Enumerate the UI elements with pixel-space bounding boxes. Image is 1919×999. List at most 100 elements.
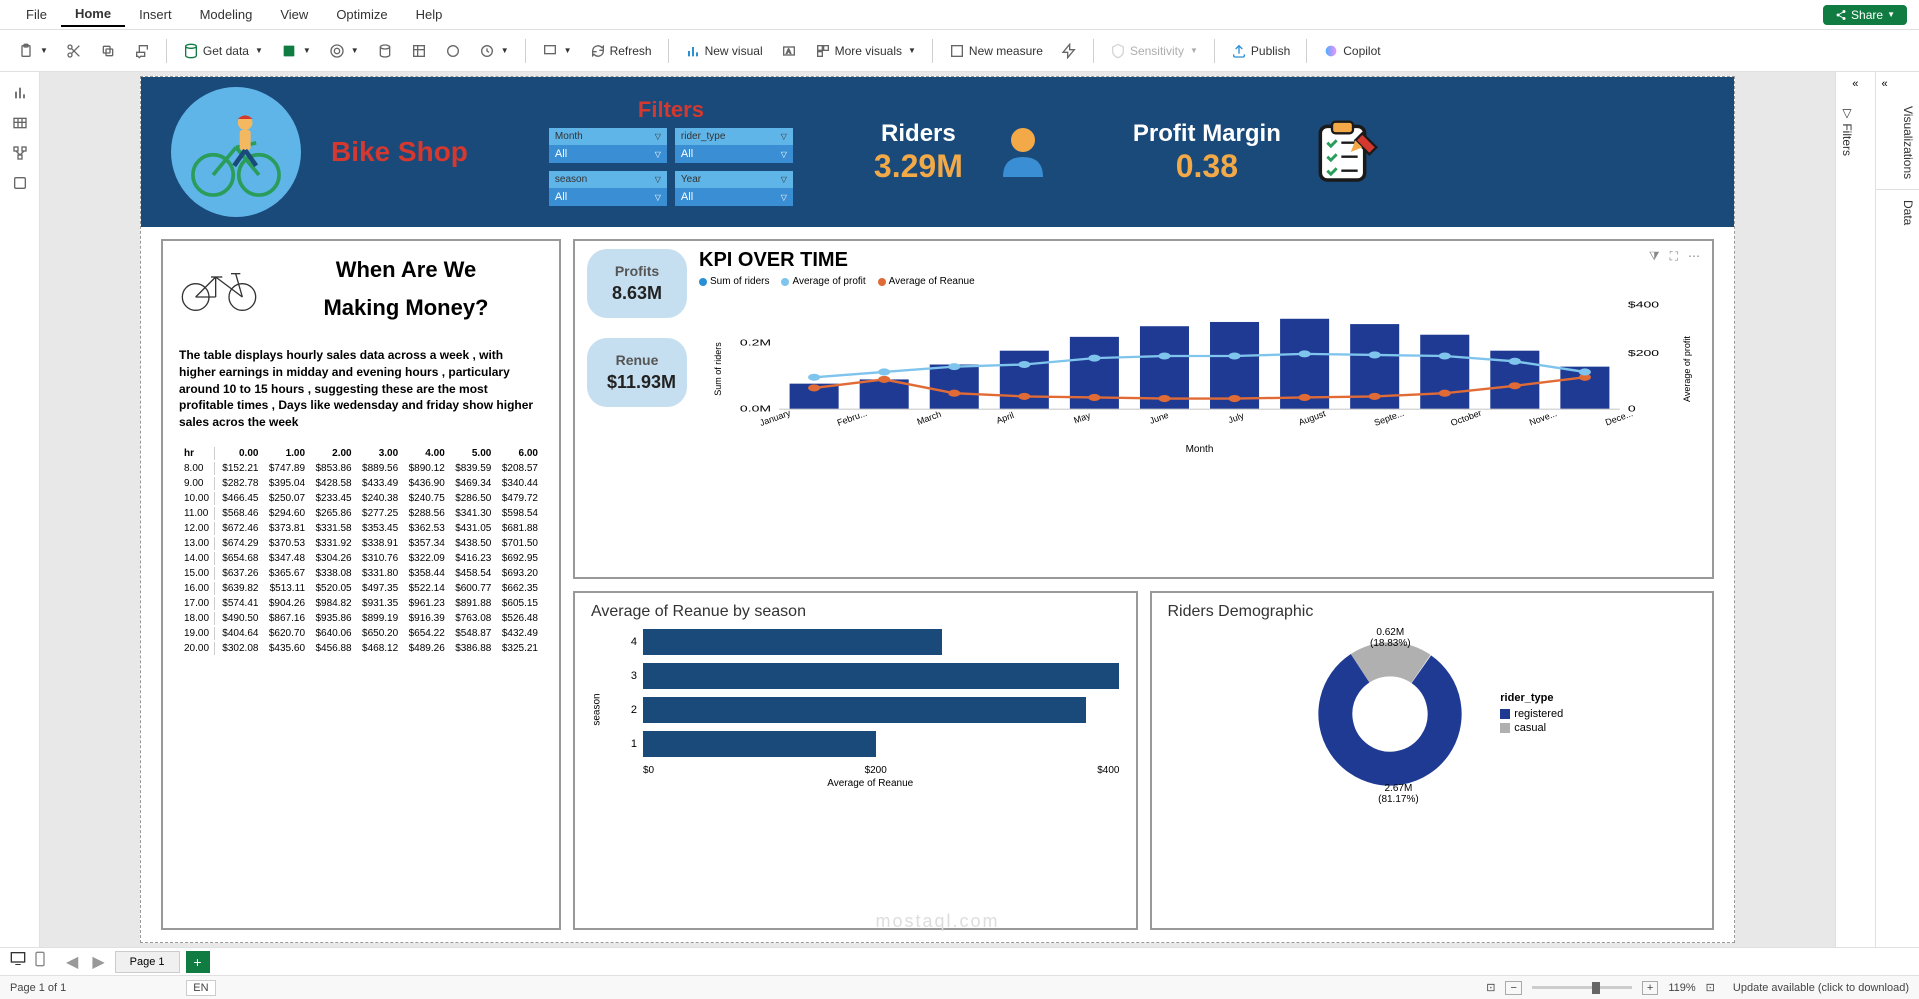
copilot-button[interactable]: Copilot [1315,39,1388,63]
insight-text: The table displays hourly sales data acr… [179,347,543,431]
season-bar-3: 3 [621,663,1120,689]
season-y-title: season [592,693,603,725]
publish-button[interactable]: Publish [1223,39,1298,63]
left-rail [0,72,40,947]
kpi-profit-margin: Profit Margin 0.38 [1133,120,1281,185]
zoom-slider[interactable] [1532,986,1632,989]
sql-button[interactable] [369,39,401,63]
page-tab-1[interactable]: Page 1 [115,951,180,973]
update-notice[interactable]: Update available (click to download) [1733,982,1909,994]
zoom-in-button[interactable]: + [1642,981,1658,995]
data-pane[interactable]: Data [1876,189,1919,235]
quick-icon [1061,43,1077,59]
status-page: Page 1 of 1 [10,982,66,994]
excel-button[interactable]: ▼ [273,39,319,63]
main-area: Bike Shop Filters Month▽All▽rider_type▽A… [0,72,1919,947]
recent-button[interactable]: ▼ [471,39,517,63]
person-icon [993,122,1053,182]
datahub-button[interactable]: ▼ [321,39,367,63]
enter-data-button[interactable] [403,39,435,63]
season-bar-2: 2 [621,697,1120,723]
filter-year[interactable]: Year▽All▽ [674,170,794,207]
kpi-chart-title: KPI OVER TIME [699,249,1700,272]
clipboard-icon [18,43,34,59]
season-revenue-panel[interactable]: Average of Reanue by season season 4321 … [573,591,1138,930]
filter-month[interactable]: Month▽All▽ [548,127,668,164]
table-row: 15.00$637.26$365.67$338.08$331.80$358.44… [181,567,541,580]
get-data-button[interactable]: Get data▼ [175,39,271,63]
brush-icon [134,43,150,59]
menu-file[interactable]: File [12,3,61,26]
side-card-profits: Profits8.63M [587,249,687,318]
filters-pane[interactable]: ▽ Filters [1836,96,1858,166]
kpi-over-time-panel[interactable]: ⧩ ⛶ ⋯ Profits8.63M Renue$11.93M KPI OVER … [573,239,1714,579]
zoom-value: 119% [1668,982,1695,994]
table-row: 20.00$302.08$435.60$456.88$468.12$489.26… [181,642,541,655]
dax-icon [12,175,28,191]
new-visual-button[interactable]: New visual [677,39,771,63]
expand-icon-2[interactable]: « [1876,72,1919,96]
next-page-button[interactable]: ▶ [92,952,104,972]
copy-icon [100,43,116,59]
filter-rider_type[interactable]: rider_type▽All▽ [674,127,794,164]
text-box-button[interactable]: A [773,39,805,63]
prev-page-button[interactable]: ◀ [66,952,78,972]
share-button[interactable]: Share ▼ [1823,5,1907,25]
combo-chart: 0.2M0.0M$400$2000 [699,291,1700,421]
mobile-layout-icon[interactable] [34,951,46,972]
more-icon[interactable]: ⋯ [1688,249,1700,264]
measure-icon [949,43,965,59]
transform-button[interactable]: ▼ [534,39,580,63]
menu-insert[interactable]: Insert [125,3,186,26]
status-bar: Page 1 of 1 EN ⊡ − + 119% ⊡ Update avail… [0,975,1919,999]
menu-help[interactable]: Help [402,3,457,26]
filter-season[interactable]: season▽All▽ [548,170,668,207]
expand-icon[interactable]: « [1836,78,1875,90]
format-painter-button[interactable] [126,39,158,63]
cut-button[interactable] [58,39,90,63]
table-row: 8.00$152.21$747.89$853.86$889.56$890.12$… [181,462,541,475]
filter-icon[interactable]: ⧩ [1649,249,1660,264]
table-row: 10.00$466.45$250.07$233.45$240.38$240.75… [181,492,541,505]
menu-optimize[interactable]: Optimize [322,3,401,26]
menu-modeling[interactable]: Modeling [186,3,267,26]
visualizations-pane[interactable]: Visualizations [1876,96,1919,189]
page-tabs: ◀ ▶ Page 1 + [0,947,1919,975]
new-measure-button[interactable]: New measure [941,39,1051,63]
share-icon [1835,9,1847,21]
refresh-button[interactable]: Refresh [582,39,660,63]
side-card-renue: Renue$11.93M [587,338,687,407]
sensitivity-button[interactable]: Sensitivity▼ [1102,39,1206,63]
more-visuals-button[interactable]: More visuals▼ [807,39,924,63]
model-view-button[interactable] [0,138,39,168]
insight-title-2: Making Money? [269,295,543,321]
zoom-fit-button[interactable]: ⊡ [1486,981,1495,994]
add-page-button[interactable]: + [186,951,210,973]
dataverse-button[interactable] [437,39,469,63]
shield-icon [1110,43,1126,59]
menu-home[interactable]: Home [61,2,125,27]
quick-measure-button[interactable] [1053,39,1085,63]
report-canvas[interactable]: Bike Shop Filters Month▽All▽rider_type▽A… [40,72,1835,947]
focus-icon[interactable]: ⛶ [1670,249,1678,264]
refresh-icon [590,43,606,59]
insight-panel: When Are We Making Money? The table disp… [161,239,561,930]
table-view-button[interactable] [0,108,39,138]
donut-title: Riders Demographic [1168,603,1697,621]
x-axis-title: Month [699,444,1700,455]
checklist-icon [1311,117,1381,187]
dataverse-icon [445,43,461,59]
zoom-out-button[interactable]: − [1505,981,1521,995]
dax-view-button[interactable] [0,168,39,198]
copy-button[interactable] [92,39,124,63]
menu-view[interactable]: View [266,3,322,26]
report-view-button[interactable] [0,78,39,108]
desktop-layout-icon[interactable] [10,951,26,972]
status-lang[interactable]: EN [186,980,215,996]
paste-button[interactable]: ▼ [10,39,56,63]
riders-demographic-panel[interactable]: Riders Demographic 0.62M(18.83%) 2.67M(8… [1150,591,1715,930]
zoom-dropdown-icon[interactable]: ⊡ [1706,981,1715,994]
visuals-icon [815,43,831,59]
recent-icon [479,43,495,59]
season-x-title: Average of Reanue [621,778,1120,789]
